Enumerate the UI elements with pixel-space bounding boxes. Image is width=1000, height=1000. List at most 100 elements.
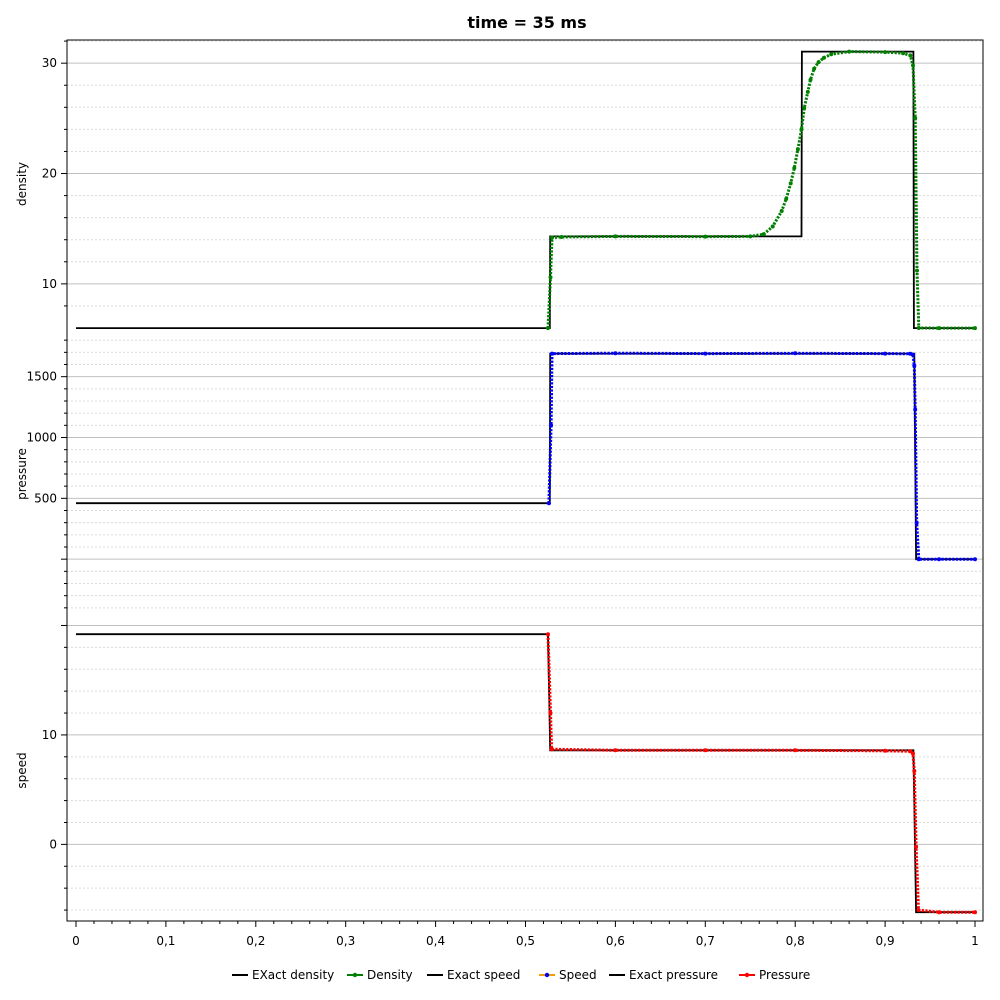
data-point [973,557,977,562]
x-tick-label: 0,5 [516,934,535,948]
data-point [911,63,915,68]
data-point [915,268,919,273]
data-point [792,166,797,170]
data-point [546,326,550,331]
x-tick-label: 0,4 [426,934,445,948]
legend-label: Speed [559,968,597,982]
data-point [613,234,618,239]
legend: EXact density Density Exact speed Speed Exac… [232,968,810,982]
chart-title: time = 35 ms [467,13,586,32]
data-point [883,50,888,55]
data-point [550,351,554,356]
data-point [847,49,852,54]
y-tick-label: 500 [34,491,57,505]
x-tick-label: 0,1 [156,934,175,948]
data-point [748,234,753,239]
legend-label: Exact pressure [629,968,718,982]
data-point [799,127,804,132]
data-point [559,235,564,239]
series-markers-line [546,634,975,914]
data-point [613,351,618,356]
y-tick-label: 0 [49,837,57,851]
data-point [912,363,917,368]
data-point [914,520,919,525]
data-point [973,326,977,331]
y-tick-label: 1500 [26,370,57,384]
legend-label: EXact density [252,968,334,982]
data-point [908,53,913,58]
data-point [937,910,941,915]
data-point [793,748,798,753]
data-point [812,66,817,71]
data-point [770,224,775,229]
axis-layer: 0 0,1 0,2 0,3 0,4 0,5 0,6 0,7 0,8 0,9 1 10 20 30 densi… [15,40,979,948]
data-point [911,751,915,756]
y-axis-label: speed [15,752,29,788]
data-point [703,748,708,753]
y-axis-label: density [15,162,29,206]
data-point [549,423,554,428]
y-tick-label: 30 [42,56,57,70]
legend-marker [744,972,750,978]
data-point [761,232,766,237]
data-point [549,747,554,752]
x-tick-label: 0,6 [606,934,625,948]
data-point [914,844,919,849]
legend-label: Density [367,968,413,982]
data-point [913,407,918,412]
x-tick-label: 0,3 [336,934,355,948]
x-tick-label: 0,7 [696,934,715,948]
data-point [937,326,941,331]
data-point [795,147,800,152]
data-point [913,116,918,121]
data-point [703,234,708,239]
x-tick-label: 0,8 [786,934,805,948]
legend-marker [544,972,550,978]
y-tick-label: 10 [42,728,57,742]
data-point [822,55,826,60]
data-point [788,181,793,186]
data-point [911,352,915,357]
y-axis-label: pressure [15,448,29,500]
data-point [793,351,798,356]
data-point [908,749,913,754]
data-point [784,196,789,201]
data-point [883,748,888,753]
y-tick-label: 20 [42,167,57,181]
data-point [805,89,810,94]
data-point [546,501,551,506]
x-tick-label: 0,9 [876,934,895,948]
data-point [916,908,921,913]
x-tick-label: 1 [971,934,979,948]
data-point [973,910,977,915]
y-tick-label: 10 [42,277,57,291]
x-tick-label: 0 [72,934,80,948]
data-point [901,51,906,56]
legend-label: Exact speed [447,968,520,982]
data-point [548,275,553,280]
data-point [816,60,821,65]
grid-layer [67,40,983,911]
data-point [802,106,807,111]
data-point [883,351,888,356]
data-point [829,52,834,57]
data-point [548,711,553,715]
data-point [808,77,813,82]
y-tick-label: 1000 [26,431,57,445]
data-point [703,351,708,356]
data-point [550,235,554,240]
x-tick-label: 0,2 [246,934,265,948]
data-point [613,748,618,753]
series-line [76,352,975,561]
data-point [912,769,917,773]
legend-label: Pressure [759,968,810,982]
data-point [916,557,921,562]
series-layer [76,49,977,915]
legend-marker [352,972,358,978]
data-point [916,326,921,330]
data-point [779,209,784,213]
data-point [546,632,550,637]
data-point [937,557,941,562]
